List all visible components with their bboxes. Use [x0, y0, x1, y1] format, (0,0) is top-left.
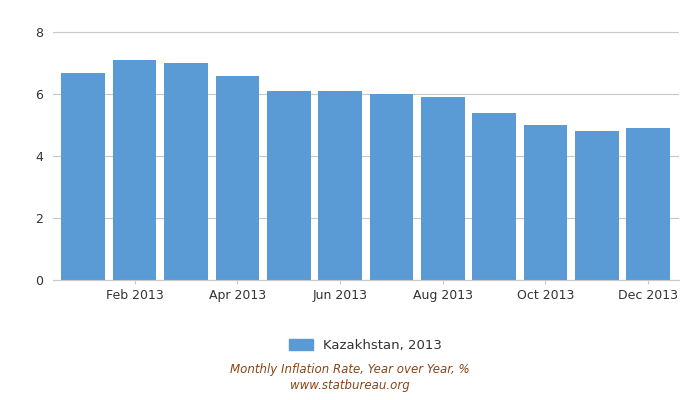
- Bar: [113, 60, 157, 280]
- Bar: [626, 128, 670, 280]
- Text: Monthly Inflation Rate, Year over Year, %: Monthly Inflation Rate, Year over Year, …: [230, 364, 470, 376]
- Bar: [318, 91, 362, 280]
- Bar: [421, 97, 465, 280]
- Bar: [267, 91, 311, 280]
- Bar: [164, 63, 208, 280]
- Legend: Kazakhstan, 2013: Kazakhstan, 2013: [289, 338, 442, 352]
- Bar: [575, 132, 619, 280]
- Bar: [216, 76, 259, 280]
- Bar: [62, 73, 105, 280]
- Text: www.statbureau.org: www.statbureau.org: [290, 380, 410, 392]
- Bar: [524, 125, 567, 280]
- Bar: [370, 94, 413, 280]
- Bar: [473, 113, 516, 280]
